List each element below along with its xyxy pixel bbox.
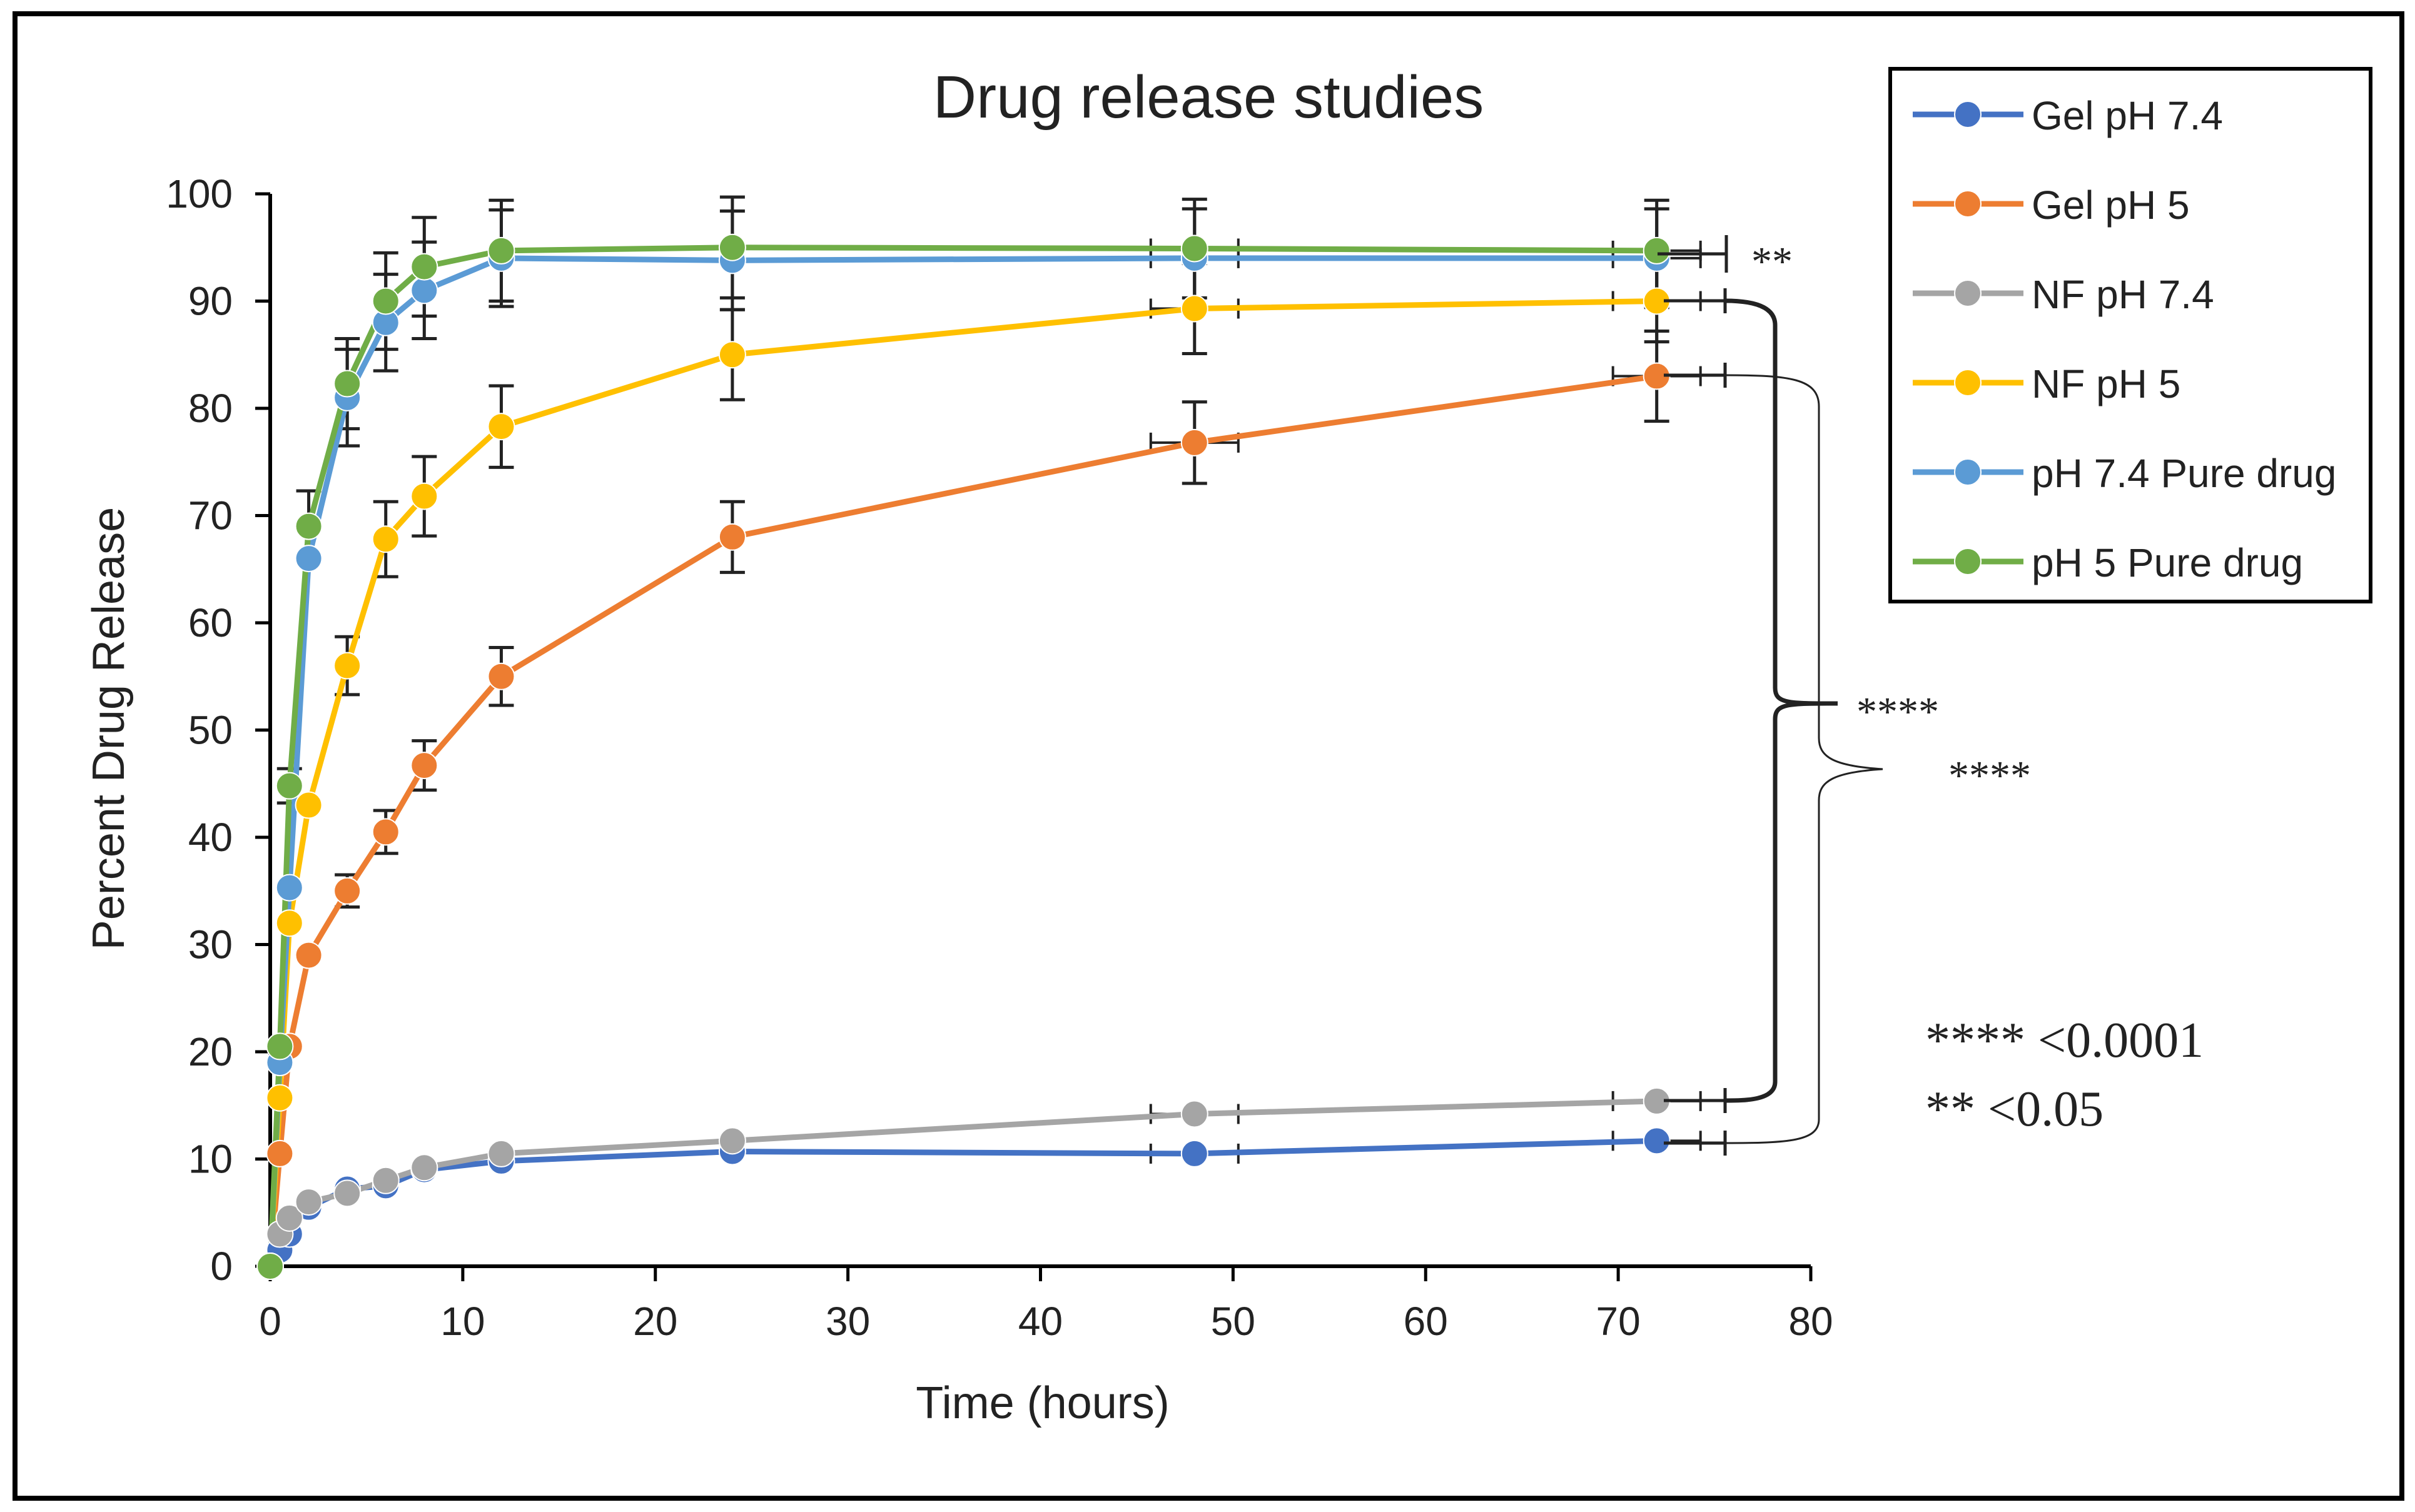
data-point-nf-ph-7-4 xyxy=(275,1204,303,1232)
y-axis-label: Percent Drug Release xyxy=(84,507,134,950)
curly-brace-gel xyxy=(1724,374,1883,1144)
significance-brackets xyxy=(1658,235,1883,1156)
data-point-ph-5-pure-drug xyxy=(718,233,746,261)
data-point-ph-5-pure-drug xyxy=(410,253,438,281)
y-tick-label: 30 xyxy=(188,922,233,967)
data-point-ph-7-4-pure-drug xyxy=(275,874,303,902)
data-point-nf-ph-7-4 xyxy=(1180,1100,1208,1128)
sig-label-low: **** xyxy=(1948,753,2031,799)
data-point-nf-ph-7-4 xyxy=(333,1179,362,1207)
sig-key-line-1: **** <0.0001 xyxy=(1925,1013,2204,1068)
data-point-nf-ph-5 xyxy=(410,482,438,510)
legend-label: pH 5 Pure drug xyxy=(2032,540,2303,585)
data-point-nf-ph-7-4 xyxy=(372,1166,400,1194)
outer-frame xyxy=(13,11,2404,1501)
data-point-gel-ph-7-4 xyxy=(1180,1139,1208,1167)
y-tick-label: 40 xyxy=(188,815,233,860)
data-point-gel-ph-5 xyxy=(372,818,400,846)
x-tick-label: 10 xyxy=(440,1299,485,1344)
legend-marker xyxy=(1954,548,1982,575)
data-point-gel-ph-5 xyxy=(295,941,323,969)
x-tick-label: 50 xyxy=(1211,1299,1255,1344)
x-tick-label: 0 xyxy=(259,1299,281,1344)
data-point-nf-ph-7-4 xyxy=(410,1154,438,1182)
data-point-ph-5-pure-drug xyxy=(256,1252,284,1280)
data-point-gel-ph-5 xyxy=(410,752,438,780)
x-tick-label: 20 xyxy=(633,1299,677,1344)
data-point-ph-5-pure-drug xyxy=(295,512,323,540)
data-point-gel-ph-5 xyxy=(718,523,746,551)
data-point-gel-ph-5 xyxy=(487,662,515,690)
legend-label: Gel pH 7.4 xyxy=(2032,93,2223,138)
sig-label-mid: **** xyxy=(1856,689,1939,735)
data-point-nf-ph-7-4 xyxy=(718,1127,746,1155)
y-tick-label: 70 xyxy=(188,493,233,538)
y-tick-label: 10 xyxy=(188,1137,233,1182)
curly-brace-nf xyxy=(1724,298,1838,1103)
legend-box xyxy=(1888,67,2372,603)
x-tick-label: 40 xyxy=(1018,1299,1063,1344)
data-point-ph-5-pure-drug xyxy=(333,370,362,398)
axes: 0 10 20 30 40 50 60 70 80 90 100 0 10 20 30 40 50 60 70 80 xyxy=(166,171,1833,1344)
legend-marker xyxy=(1954,458,1982,486)
x-axis-label: Time (hours) xyxy=(916,1378,1169,1428)
data-point-ph-5-pure-drug xyxy=(1180,234,1208,263)
x-tick-label: 30 xyxy=(826,1299,870,1344)
data-point-nf-ph-7-4 xyxy=(295,1188,323,1216)
legend-label: NF pH 7.4 xyxy=(2032,272,2214,317)
y-tick-label: 100 xyxy=(166,171,233,216)
data-point-nf-ph-5 xyxy=(487,413,515,441)
x-tick-label: 70 xyxy=(1596,1299,1641,1344)
y-tick-label: 90 xyxy=(188,279,233,324)
data-point-ph-5-pure-drug xyxy=(275,772,303,800)
data-point-gel-ph-5 xyxy=(1180,428,1208,456)
data-point-gel-ph-7-4 xyxy=(1643,1127,1671,1155)
bracket-pure-drug xyxy=(1658,235,1728,273)
legend-marker xyxy=(1954,101,1982,128)
data-point-nf-ph-5 xyxy=(295,791,323,819)
data-point-nf-ph-5 xyxy=(372,525,400,553)
data-point-nf-ph-5 xyxy=(1180,295,1208,323)
data-point-ph-5-pure-drug xyxy=(1643,236,1671,265)
y-tick-label: 50 xyxy=(188,708,233,753)
sig-key-line-2: ** <0.05 xyxy=(1925,1082,2104,1137)
bracket-gel-ticks xyxy=(1664,363,1727,1156)
legend-label: pH 7.4 Pure drug xyxy=(2032,451,2336,496)
data-point-nf-ph-5 xyxy=(275,909,303,937)
data-point-gel-ph-5 xyxy=(333,877,362,905)
legend-label: NF pH 5 xyxy=(2032,361,2180,406)
legend-marker xyxy=(1954,190,1982,218)
y-tick-label: 80 xyxy=(188,386,233,431)
y-tick-label: 60 xyxy=(188,600,233,645)
legend-label: Gel pH 5 xyxy=(2032,183,2190,228)
data-point-ph-7-4-pure-drug xyxy=(410,276,438,305)
data-point-nf-ph-5 xyxy=(718,341,746,369)
data-point-ph-7-4-pure-drug xyxy=(295,545,323,573)
legend-marker xyxy=(1954,280,1982,307)
chart-title: Drug release studies xyxy=(933,64,1484,131)
bracket-nf-ticks xyxy=(1664,288,1727,1113)
sig-label-top: ** xyxy=(1751,239,1793,285)
data-point-nf-ph-5 xyxy=(333,652,362,680)
legend: Gel pH 7.4 Gel pH 5 NF pH 7.4 NF pH 5 pH 7.4… xyxy=(1888,67,2372,603)
y-tick-label: 20 xyxy=(188,1029,233,1074)
data-point-nf-ph-7-4 xyxy=(487,1139,515,1167)
data-point-ph-5-pure-drug xyxy=(372,287,400,315)
data-point-nf-ph-5 xyxy=(266,1084,294,1112)
data-point-gel-ph-5 xyxy=(266,1139,294,1167)
legend-marker xyxy=(1954,369,1982,396)
x-tick-label: 80 xyxy=(1788,1299,1833,1344)
data-point-ph-5-pure-drug xyxy=(266,1032,294,1061)
series-markers xyxy=(256,233,1671,1280)
data-point-ph-5-pure-drug xyxy=(487,236,515,265)
y-tick-label: 0 xyxy=(210,1244,233,1289)
x-tick-label: 60 xyxy=(1404,1299,1448,1344)
